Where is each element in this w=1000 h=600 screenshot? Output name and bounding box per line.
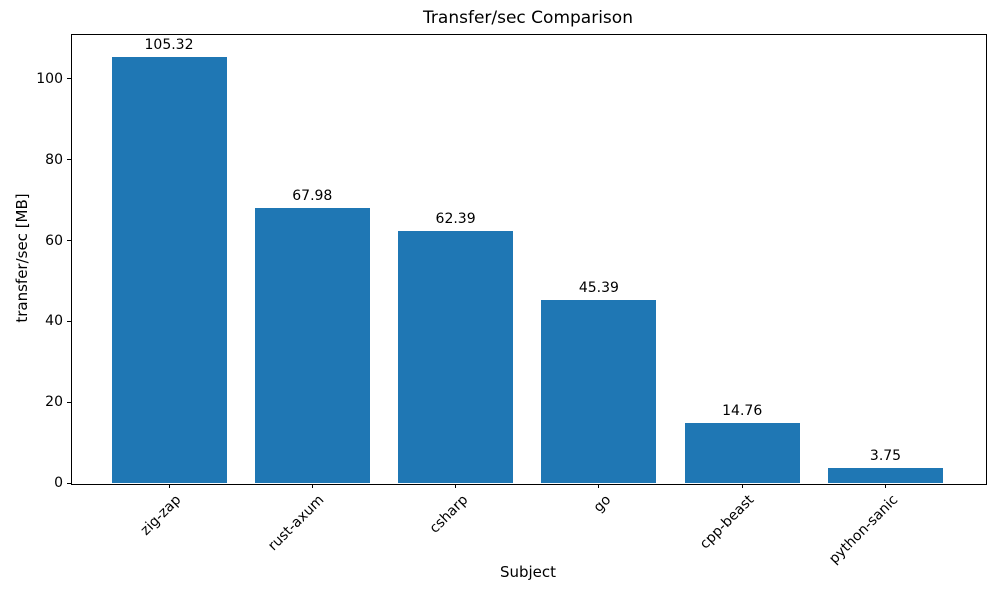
x-tick-label-csharp: csharp: [426, 492, 471, 537]
y-tick-label: 40: [45, 313, 63, 330]
bar-value-label: 67.98: [292, 188, 333, 205]
y-tick-label: 100: [36, 70, 63, 87]
y-tick-mark: [67, 482, 71, 484]
x-tick-mark: [168, 484, 170, 488]
x-tick-label-cpp-beast: cpp-beast: [697, 492, 758, 553]
x-tick-mark: [885, 484, 886, 488]
x-axis-label: Subject: [499, 563, 557, 581]
y-tick-mark: [67, 78, 71, 80]
bar-value-label: 105.32: [144, 37, 194, 54]
y-tick-mark: [67, 320, 71, 322]
y-tick-mark: [67, 159, 71, 161]
x-tick-mark: [741, 484, 743, 488]
y-tick-label: 80: [45, 151, 63, 168]
y-tick-mark: [67, 240, 71, 242]
x-tick-mark: [311, 484, 313, 488]
bar-value-label: 14.76: [722, 403, 763, 420]
chart-title: Transfer/sec Comparison: [423, 8, 633, 28]
x-tick-mark: [598, 484, 600, 488]
y-tick-label: 0: [54, 475, 63, 491]
bar-python-sanic: [828, 467, 943, 483]
x-tick-label-python-sanic: python-sanic: [825, 492, 901, 568]
bar-cpp-beast: [684, 423, 800, 483]
bar-zig-zap: [111, 57, 227, 483]
bar-value-label: 3.75: [869, 447, 902, 464]
y-tick-label: 20: [45, 394, 63, 411]
y-axis-label: transfer/sec [MB]: [13, 193, 31, 323]
bar-value-label: 62.39: [435, 210, 476, 227]
y-tick-label: 60: [45, 232, 63, 249]
bar-csharp: [398, 230, 514, 483]
x-tick-label-zig-zap: zig-zap: [137, 492, 185, 539]
bar-go: [541, 299, 657, 483]
y-tick-mark: [67, 401, 71, 403]
bar-value-label: 45.39: [578, 279, 619, 296]
bar-rust-axum: [254, 208, 370, 483]
x-tick-mark: [455, 484, 457, 488]
x-tick-label-rust-axum: rust-axum: [265, 492, 328, 555]
x-tick-label-go: go: [590, 492, 615, 516]
